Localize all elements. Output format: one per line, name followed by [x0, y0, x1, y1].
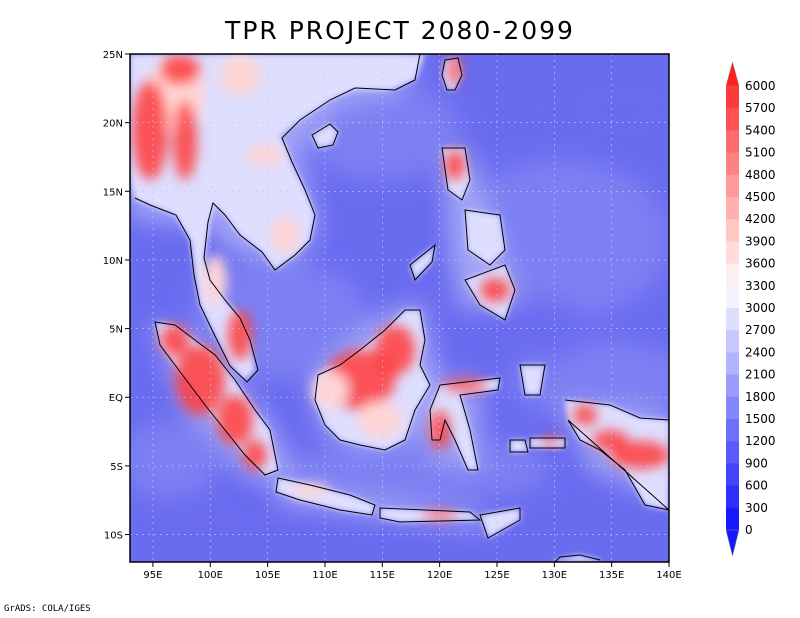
colorbar-level-label: 300 [745, 501, 768, 515]
colorbar: 6000570054005100480045004200390036003300… [725, 61, 776, 557]
colorbar-level-label: 0 [745, 523, 753, 537]
colorbar-swatch [726, 197, 739, 220]
colorbar-level-label: 1800 [745, 390, 776, 404]
plot-frame [129, 53, 670, 563]
lon-tick-label: 100E [198, 570, 223, 581]
colorbar-swatch [726, 507, 739, 531]
colorbar-level-label: 900 [745, 456, 768, 470]
lon-tick-label: 110E [312, 570, 337, 581]
colorbar-level-label: 6000 [745, 79, 776, 93]
colorbar-swatch [726, 441, 739, 464]
colorbar-swatch [726, 419, 739, 442]
colorbar-swatch [726, 352, 739, 376]
colorbar-swatch [726, 219, 739, 242]
colorbar-swatch [726, 152, 739, 176]
latitude-axis: 25N 20N 15N 10N 5N EQ 5S 10S [103, 50, 130, 542]
colorbar-max-arrow [725, 61, 740, 87]
map-title: TPR PROJECT 2080-2099 [225, 16, 575, 45]
colorbar-level-label: 600 [745, 479, 768, 493]
coastlines [134, 54, 669, 562]
colorbar-level-label: 2400 [745, 345, 776, 359]
colorbar-min-arrow [725, 529, 740, 557]
lon-tick-label: 95E [143, 570, 162, 581]
colorbar-swatch [726, 241, 739, 265]
colorbar-level-label: 1200 [745, 434, 776, 448]
colorbar-level-label: 4200 [745, 212, 776, 226]
colorbar-swatch [726, 308, 739, 331]
lat-tick-label: 10N [103, 256, 123, 267]
colorbar-swatch [726, 263, 739, 287]
colorbar-level-label: 3600 [745, 257, 776, 271]
colorbar-swatch [726, 463, 739, 487]
lat-tick-label: 5N [109, 325, 123, 336]
lon-tick-label: 130E [542, 570, 567, 581]
colorbar-swatch [726, 485, 739, 509]
colorbar-swatch [726, 130, 739, 154]
colorbar-swatch [726, 108, 739, 131]
credit-label: GrADS: COLA/IGES [4, 604, 91, 614]
lat-tick-label: 20N [103, 119, 123, 130]
high-precip-field [132, 55, 669, 519]
map-field [130, 54, 669, 562]
graticule [130, 54, 669, 562]
colorbar-level-label: 3000 [745, 301, 776, 315]
colorbar-level-label: 3900 [745, 234, 776, 248]
colorbar-level-label: 2100 [745, 368, 776, 382]
colorbar-level-label: 5100 [745, 146, 776, 160]
longitude-axis: 95E 100E 105E 110E 115E 120E 125E 130E 135E 140E [143, 562, 682, 581]
lat-tick-label: 10S [104, 531, 123, 542]
colorbar-level-label: 3300 [745, 279, 776, 293]
colorbar-swatch [726, 285, 739, 309]
lon-tick-label: 120E [427, 570, 452, 581]
colorbar-swatch [726, 374, 739, 398]
lon-tick-label: 135E [599, 570, 624, 581]
lat-tick-label: 5S [110, 462, 123, 473]
lon-tick-label: 115E [370, 570, 395, 581]
lon-tick-label: 105E [255, 570, 280, 581]
lon-tick-label: 140E [656, 570, 681, 581]
colorbar-level-label: 1500 [745, 412, 776, 426]
colorbar-level-label: 2700 [745, 323, 776, 337]
lat-tick-label: EQ [109, 393, 123, 404]
colorbar-level-label: 5400 [745, 123, 776, 137]
colorbar-level-label: 5700 [745, 101, 776, 115]
lat-tick-label: 15N [103, 187, 123, 198]
colorbar-swatch [726, 174, 739, 198]
colorbar-swatch [726, 330, 739, 353]
lon-tick-label: 125E [484, 570, 509, 581]
colorbar-level-label: 4500 [745, 190, 776, 204]
colorbar-swatch [726, 86, 739, 109]
colorbar-level-label: 4800 [745, 168, 776, 182]
colorbar-swatch [726, 396, 739, 420]
lat-tick-label: 25N [103, 50, 123, 61]
